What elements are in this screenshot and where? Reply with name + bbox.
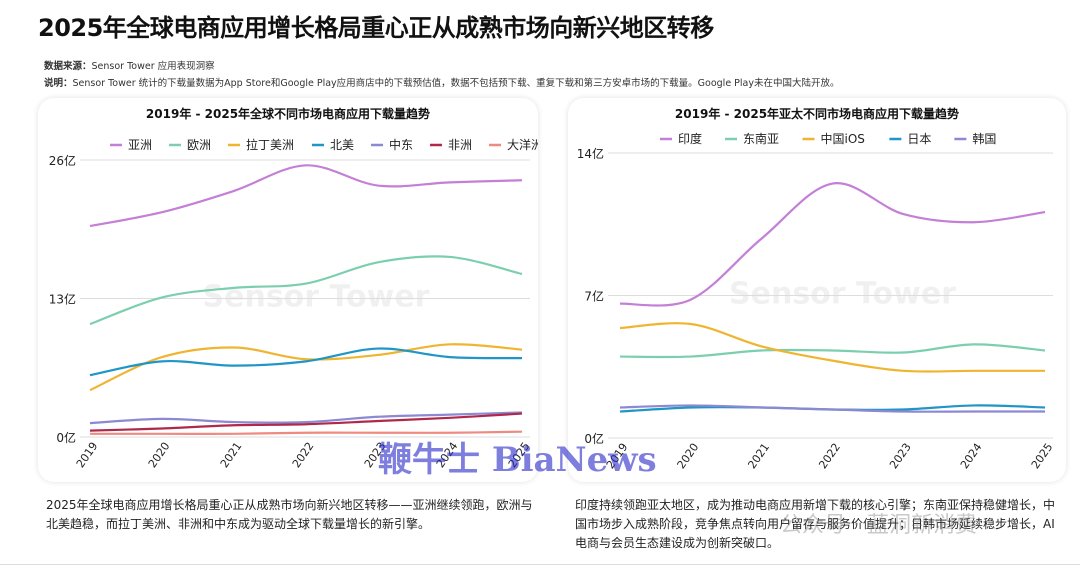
data-source: 数据来源：Sensor Tower 应用表现洞察 (44, 58, 215, 72)
source-label: 数据来源： (44, 61, 92, 72)
legend-label: 中国iOS (821, 131, 865, 146)
x-tick-label: 2021 (745, 441, 772, 471)
x-tick-label: 2023 (887, 441, 914, 471)
series-line-大洋洲 (90, 430, 523, 435)
chart-title: 2019年 - 2025年亚太不同市场电商应用下载量趋势 (675, 106, 959, 121)
note-text: Sensor Tower 统计的下载量数据为App Store和Google P… (72, 78, 840, 89)
series-line-东南亚 (619, 343, 1046, 359)
x-tick-label: 2024 (958, 441, 985, 471)
x-tick-label: 2025 (1029, 441, 1056, 471)
wechat-watermark: 公众号 · 蓝洞新消费 (780, 513, 977, 538)
y-tick-label: 7亿 (584, 289, 604, 304)
series-line-拉丁美洲 (89, 343, 523, 392)
legend-label: 大洋洲 (507, 137, 538, 152)
series-line-亚洲 (89, 164, 523, 228)
legend-label: 东南亚 (743, 131, 779, 146)
x-tick-label: 2020 (675, 441, 702, 471)
legend-label: 日本 (907, 132, 931, 146)
legend-label: 亚洲 (128, 138, 152, 152)
legend-label: 欧洲 (187, 138, 211, 152)
series-line-北美 (89, 347, 523, 377)
legend-label: 北美 (330, 138, 354, 152)
legend-label: 印度 (678, 131, 702, 146)
series-line-欧洲 (89, 255, 523, 326)
note-label: 说明： (44, 78, 73, 89)
page-title: 2025年全球电商应用增长格局重心正从成熟市场向新兴地区转移 (38, 14, 714, 42)
series-line-中东 (89, 411, 523, 425)
sensor-tower-watermark: Sensor Tower (729, 277, 956, 312)
x-tick-label: 2020 (146, 440, 173, 470)
description-global: 2025年全球电商应用增长格局重心正从成熟市场向新兴地区转移——亚洲继续领跑，欧… (46, 498, 533, 531)
series-line-印度 (619, 182, 1046, 307)
y-tick-label: 0亿 (584, 431, 604, 446)
series-line-非洲 (89, 412, 523, 432)
chart-card-global: 2019年 - 2025年全球不同市场电商应用下载量趋势亚洲 欧洲 拉丁美洲 北美 中东… (38, 98, 538, 482)
legend-label: 中东 (389, 137, 413, 152)
legend-label: 拉丁美洲 (246, 137, 294, 152)
legend-label: 非洲 (448, 138, 472, 152)
chart-title: 2019年 - 2025年全球不同市场电商应用下载量趋势 (146, 106, 430, 121)
x-tick-label: 2022 (290, 440, 317, 470)
x-tick-label: 2019 (74, 440, 101, 470)
series-line-中国iOS (619, 322, 1045, 373)
sensor-tower-watermark: Sensor Tower (203, 280, 430, 315)
y-tick-label: 13亿 (49, 292, 76, 307)
y-tick-label: 26亿 (49, 153, 76, 168)
description-apac: 印度持续领跑亚太地区，成为推动电商应用新增下载的核心引擎；东南亚保持稳健增长，中… (575, 498, 1056, 550)
series-line-韩国 (619, 404, 1045, 413)
bianews-watermark: 鞭牛士 BiaNews (378, 440, 657, 480)
x-tick-label: 2021 (218, 440, 245, 470)
chart-card-apac: 2019年 - 2025年亚太不同市场电商应用下载量趋势 印度 东南亚 中国iOS 日本… (568, 98, 1066, 482)
source-text: Sensor Tower 应用表现洞察 (91, 61, 215, 72)
note: 说明：Sensor Tower 统计的下载量数据为App Store和Googl… (44, 75, 840, 89)
x-tick-label: 2022 (816, 441, 843, 471)
y-tick-label: 0亿 (56, 430, 76, 445)
divider (0, 564, 1080, 565)
legend-label: 韩国 (972, 131, 996, 146)
y-tick-label: 14亿 (577, 146, 604, 161)
